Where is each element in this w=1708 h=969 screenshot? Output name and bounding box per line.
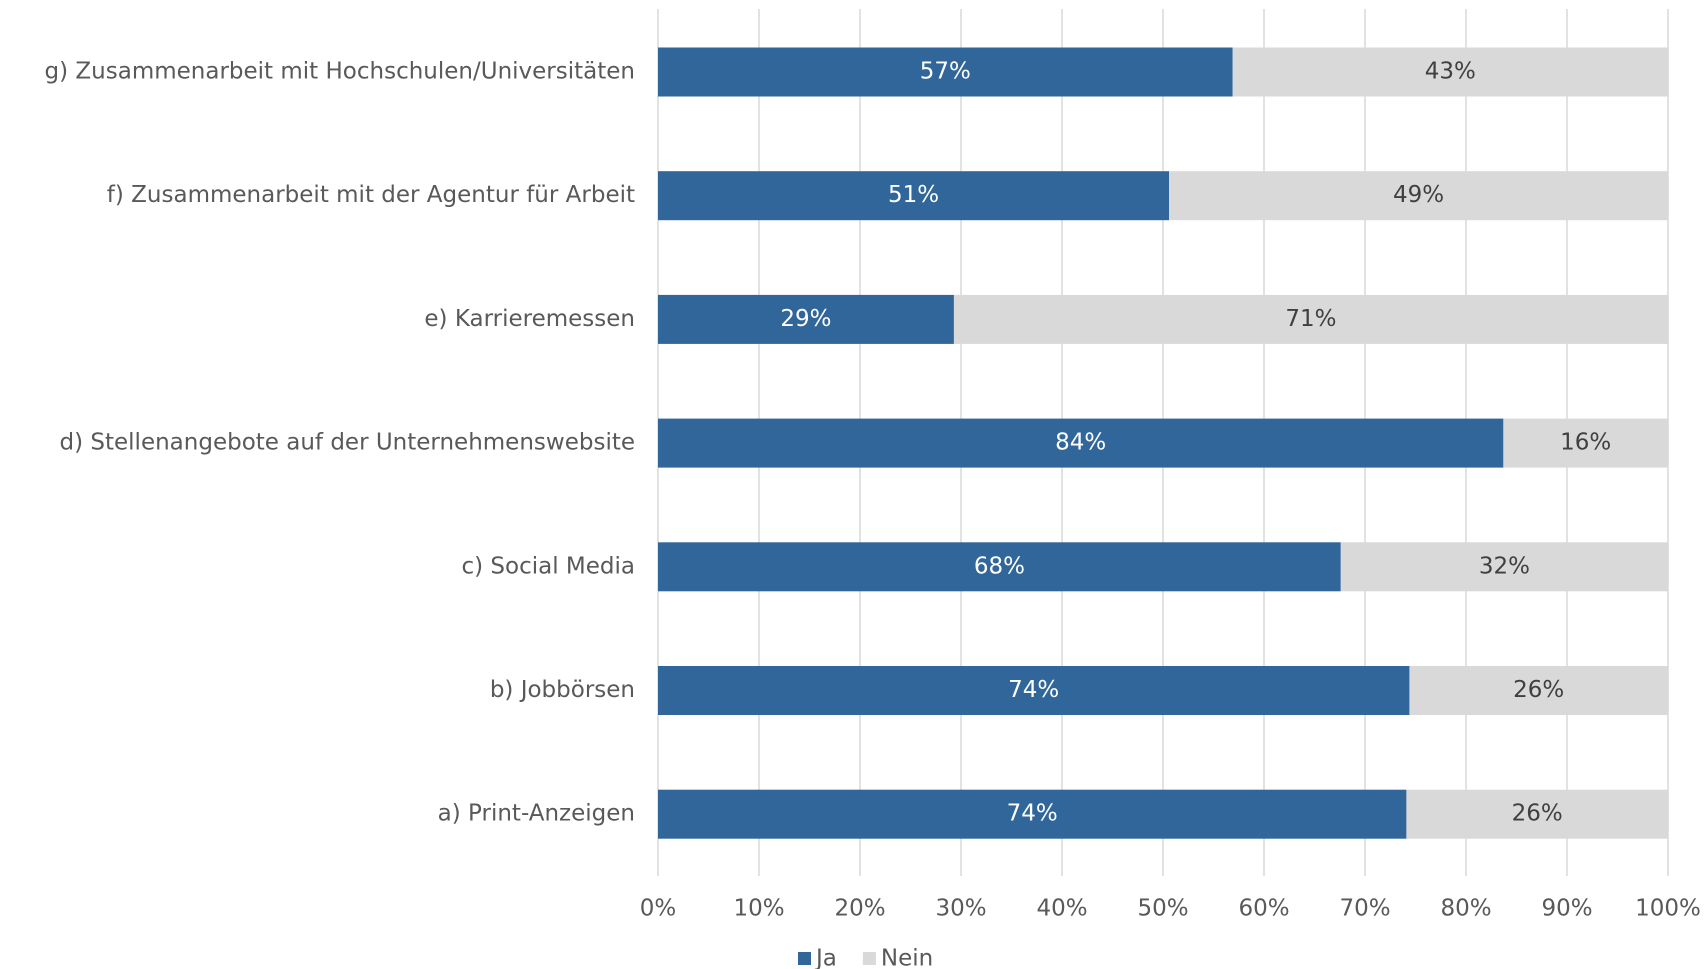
legend-label: Nein (881, 946, 933, 969)
x-tick-label: 30% (935, 896, 986, 922)
y-tick-label: d) Stellenangebote auf der Unternehmensw… (60, 430, 635, 456)
data-label: 29% (780, 306, 831, 332)
x-tick-label: 90% (1541, 896, 1592, 922)
bar-segment (1232, 47, 1668, 97)
bar-segment (1406, 789, 1668, 839)
data-label: 71% (1285, 306, 1336, 332)
bar-segment (1340, 542, 1668, 592)
bar-segment (658, 789, 1407, 839)
legend-swatch (798, 952, 811, 965)
x-tick-label: 60% (1238, 896, 1289, 922)
bar-segment (658, 666, 1410, 715)
y-tick-label: g) Zusammenarbeit mit Hochschulen/Univer… (45, 59, 635, 85)
bar-segment (658, 418, 1504, 468)
bar-segment (1409, 666, 1668, 715)
data-label: 16% (1560, 430, 1611, 456)
data-label: 32% (1479, 553, 1530, 579)
data-label: 49% (1393, 182, 1444, 208)
legend-swatch (862, 952, 876, 965)
x-tick-label: 50% (1137, 896, 1188, 922)
data-label: 68% (974, 553, 1025, 579)
y-tick-label: c) Social Media (461, 553, 635, 579)
data-label: 57% (920, 59, 971, 85)
x-tick-label: 40% (1036, 896, 1087, 922)
data-label: 74% (1007, 801, 1058, 827)
data-label: 43% (1425, 59, 1476, 85)
x-tick-label: 70% (1339, 896, 1390, 922)
data-label: 84% (1055, 430, 1106, 456)
data-label: 51% (888, 182, 939, 208)
x-tick-label: 0% (640, 896, 677, 922)
x-tick-label: 80% (1440, 896, 1491, 922)
x-tick-label: 100% (1635, 896, 1701, 922)
bar-segment (658, 542, 1341, 592)
data-label: 26% (1512, 801, 1563, 827)
x-tick-label: 10% (733, 896, 784, 922)
bar-segment (953, 294, 1668, 344)
y-tick-label: a) Print-Anzeigen (438, 801, 635, 827)
y-tick-label: e) Karrieremessen (424, 306, 635, 332)
y-tick-label: b) Jobbörsen (490, 677, 635, 703)
bar-segment (1169, 171, 1668, 221)
legend-label: Ja (814, 946, 837, 969)
bar-segment (658, 294, 954, 344)
bar-segment (658, 171, 1170, 221)
bar-segment (1503, 418, 1668, 468)
data-label: 26% (1513, 677, 1564, 703)
y-tick-label: f) Zusammenarbeit mit der Agentur für Ar… (107, 182, 635, 208)
bar-segment (658, 47, 1233, 97)
data-label: 74% (1008, 677, 1059, 703)
x-tick-label: 20% (834, 896, 885, 922)
